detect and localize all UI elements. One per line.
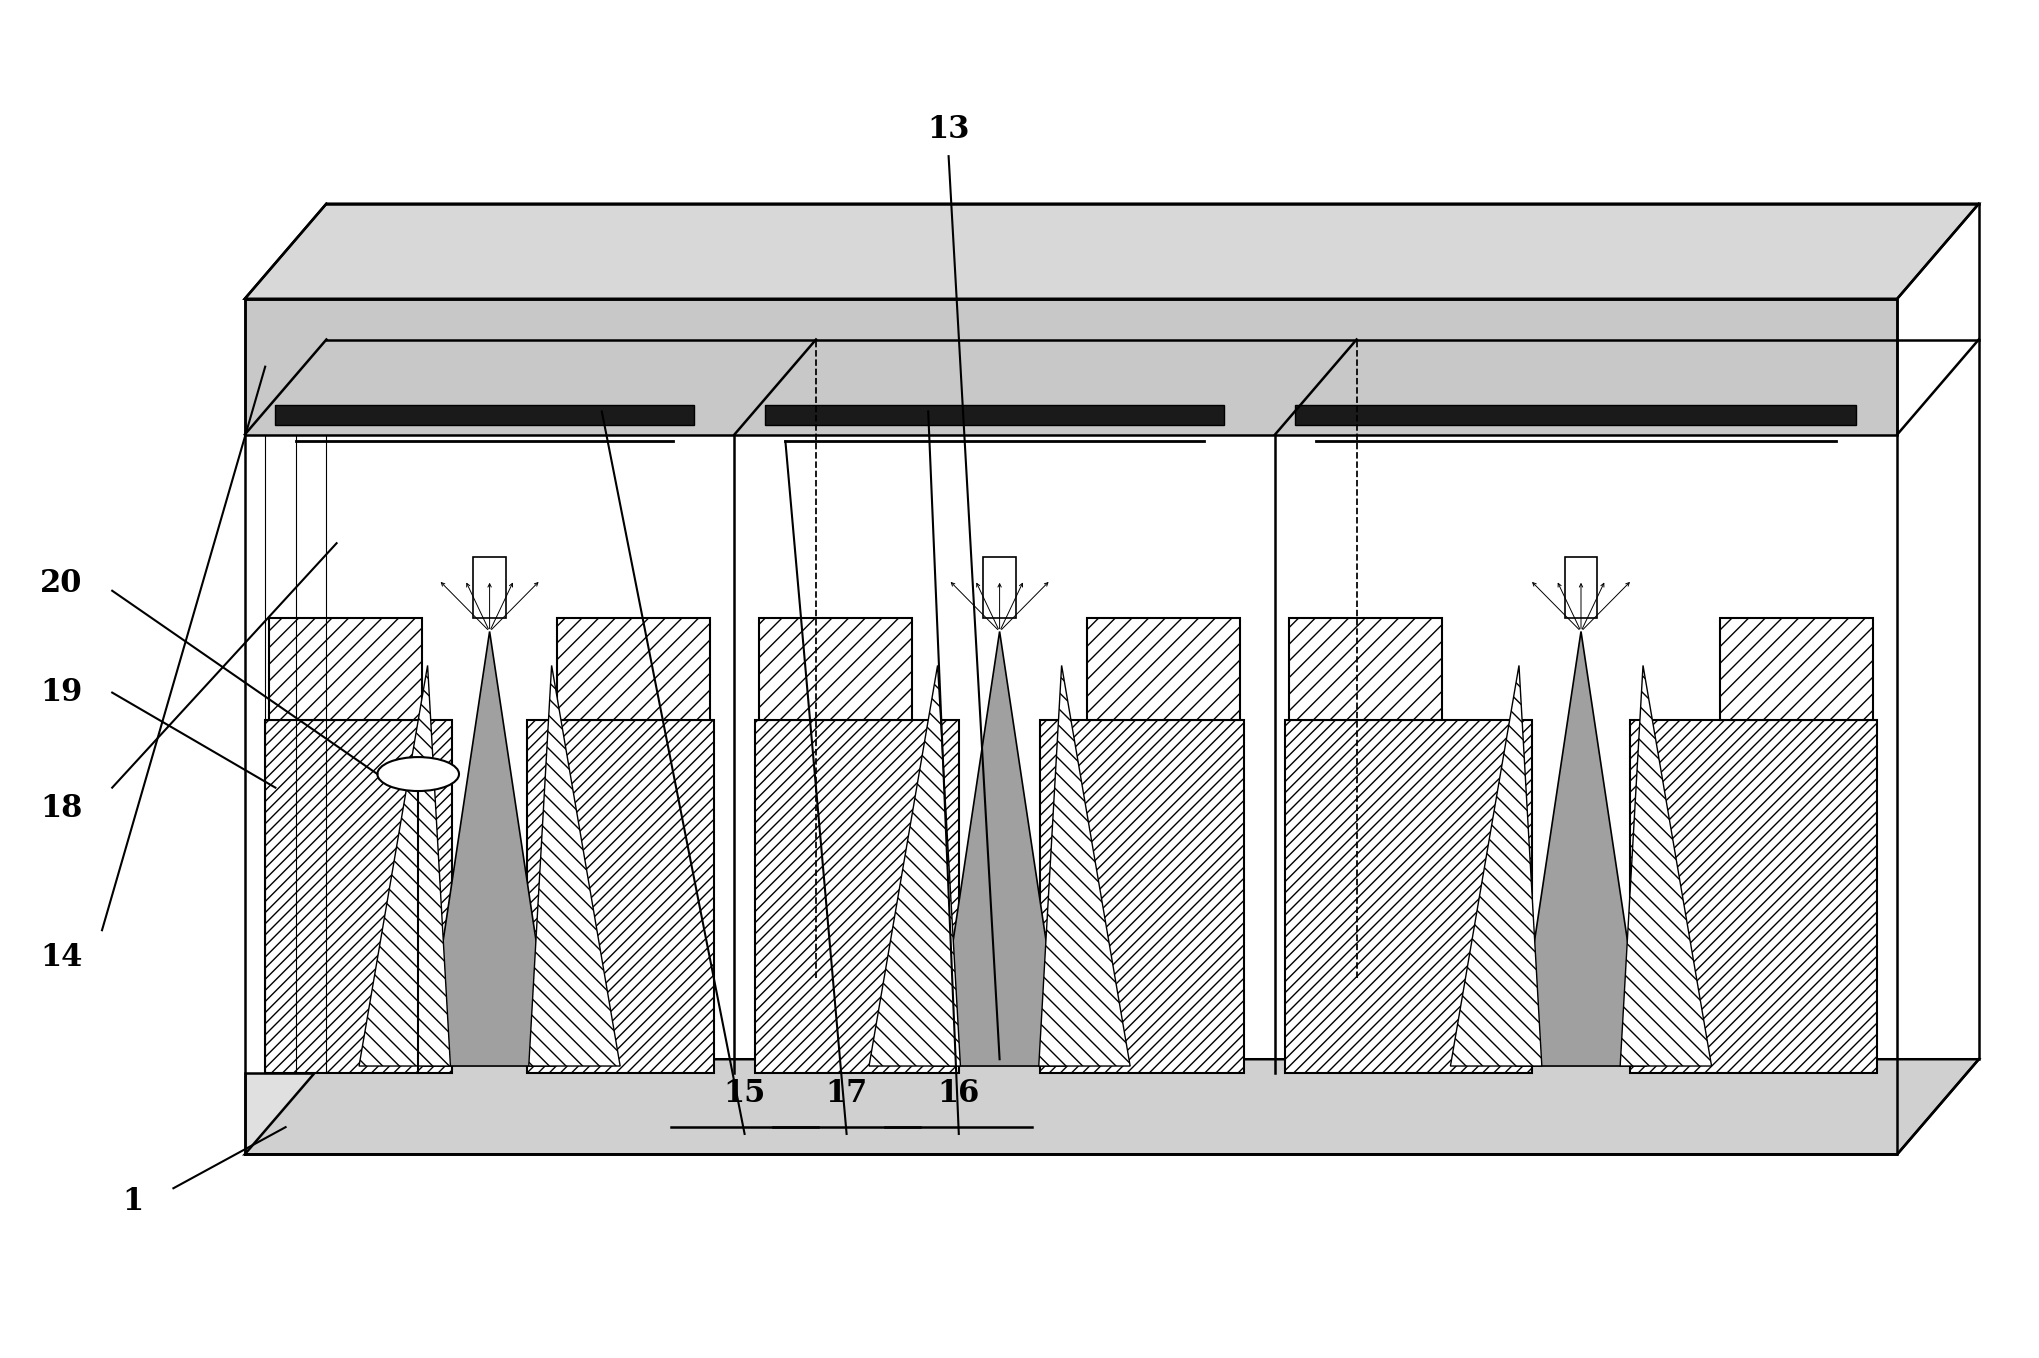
Polygon shape — [245, 1073, 1896, 1154]
Polygon shape — [557, 618, 710, 720]
Polygon shape — [1515, 631, 1645, 1066]
Polygon shape — [983, 557, 1015, 618]
Polygon shape — [1719, 618, 1872, 720]
Text: 17: 17 — [826, 1078, 867, 1108]
Polygon shape — [869, 665, 960, 1066]
Ellipse shape — [377, 758, 459, 790]
Polygon shape — [765, 405, 1223, 425]
Polygon shape — [1285, 720, 1531, 1073]
Polygon shape — [934, 631, 1064, 1066]
Polygon shape — [275, 405, 693, 425]
Polygon shape — [245, 299, 1896, 435]
Polygon shape — [759, 618, 911, 720]
Polygon shape — [754, 720, 958, 1073]
Text: 14: 14 — [41, 942, 82, 972]
Polygon shape — [1038, 665, 1130, 1066]
Polygon shape — [245, 1059, 1978, 1154]
Text: 20: 20 — [41, 569, 82, 599]
Polygon shape — [1450, 665, 1541, 1066]
Polygon shape — [269, 618, 422, 720]
Text: 18: 18 — [41, 793, 82, 823]
Text: 15: 15 — [724, 1078, 765, 1108]
Polygon shape — [1289, 618, 1442, 720]
Polygon shape — [265, 720, 453, 1073]
Text: 16: 16 — [938, 1078, 979, 1108]
Polygon shape — [424, 631, 555, 1066]
Polygon shape — [528, 665, 620, 1066]
Text: 13: 13 — [928, 114, 969, 144]
Polygon shape — [473, 557, 506, 618]
Polygon shape — [526, 720, 714, 1073]
Polygon shape — [245, 204, 1978, 299]
Text: 1: 1 — [122, 1187, 143, 1217]
Polygon shape — [1564, 557, 1597, 618]
Polygon shape — [1087, 618, 1240, 720]
Text: 19: 19 — [41, 678, 82, 708]
Polygon shape — [1619, 665, 1711, 1066]
Polygon shape — [359, 665, 451, 1066]
Polygon shape — [1295, 405, 1855, 425]
Polygon shape — [1040, 720, 1244, 1073]
Polygon shape — [1629, 720, 1876, 1073]
